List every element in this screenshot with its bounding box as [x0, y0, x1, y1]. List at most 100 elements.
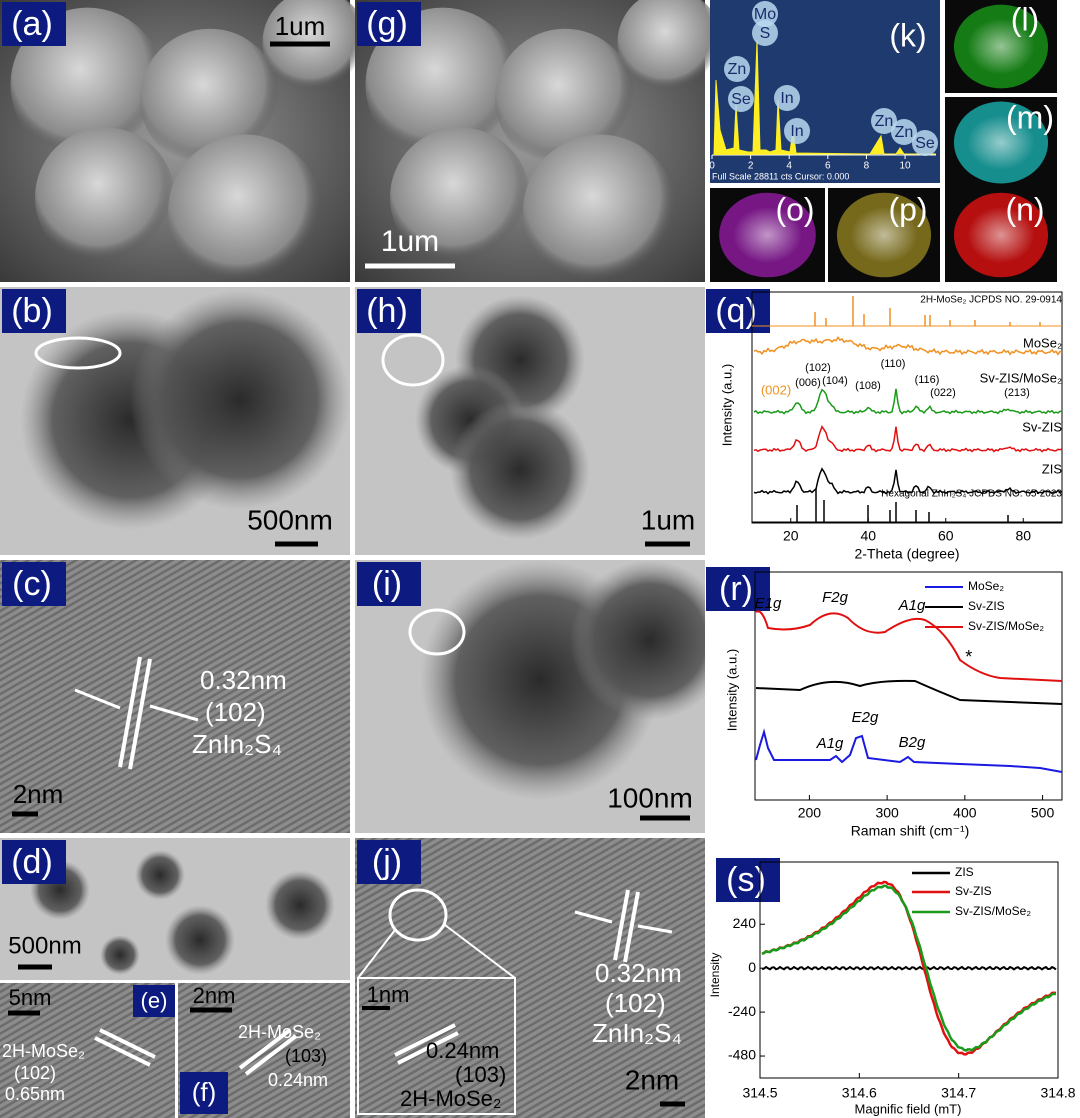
plot-frame [754, 571, 1063, 801]
peak-label: (110) [881, 358, 906, 370]
panel-label: (r) [719, 570, 753, 608]
highlight-circle [408, 608, 466, 656]
scale-bar-label: 1nm [367, 982, 410, 1007]
arrow [74, 688, 121, 710]
panel-label: (a) [11, 5, 53, 43]
y-tick-label: 0 [748, 959, 756, 975]
element-marker [871, 108, 897, 134]
element-marker [891, 119, 917, 145]
element-label: S [760, 25, 771, 42]
annotation: ZnIn₂S₄ [592, 1018, 682, 1048]
label-box [2, 840, 66, 884]
scale-bar-label: 1um [381, 225, 439, 258]
inset-frame [357, 977, 516, 1115]
scale-bar-label: 500nm [8, 932, 81, 959]
curve-label: ZIS [1042, 461, 1063, 476]
panel-label: (q) [715, 292, 757, 330]
eds-map-glow [967, 206, 1035, 264]
lattice-marker [623, 891, 640, 963]
callout [444, 924, 516, 979]
tem-particle [450, 400, 590, 540]
legend-label: Sv-ZIS [955, 884, 992, 898]
sem-flower [390, 127, 530, 268]
annotation: 2H-MoSe₂ [2, 1041, 85, 1061]
panel-label: (g) [366, 5, 408, 43]
element-label: Se [731, 91, 751, 108]
element-label: Se [915, 135, 935, 152]
tem-particle [165, 905, 235, 975]
label-box [706, 567, 770, 611]
x-tick-label: 314.5 [742, 1085, 777, 1101]
annotation: 0.24nm [268, 1070, 328, 1090]
label-box [180, 1072, 228, 1114]
tem-particle [135, 850, 185, 900]
panel-label: (b) [11, 292, 53, 330]
annotation: ZnIn₂S₄ [192, 729, 282, 759]
curve-label: Sv-ZIS [1022, 419, 1062, 434]
panel-label: (l) [1011, 1, 1039, 37]
x-tick-label: 10 [899, 161, 911, 172]
annotation: 2H-MoSe₂ [400, 1086, 501, 1111]
scale-bar-label: 500nm [247, 504, 333, 535]
panel-label: (e) [141, 988, 168, 1013]
label-box [357, 840, 421, 884]
element-marker [774, 85, 800, 111]
label-box [357, 562, 421, 606]
xrd-curve [753, 388, 1063, 415]
highlight-circle [381, 333, 445, 387]
label-box [2, 289, 66, 333]
label-box [357, 2, 421, 46]
annotation: (102) [205, 697, 266, 727]
annotation: 0.65nm [5, 1084, 65, 1104]
plot-frame [759, 861, 1059, 1079]
annotation: 0.24nm [426, 1038, 499, 1063]
panel-label: (m) [1006, 99, 1054, 135]
peak-label: (213) [1004, 387, 1030, 399]
x-axis-label: Magnific field (mT) [855, 1101, 962, 1116]
panel-label: (f) [192, 1077, 217, 1107]
label-box [2, 562, 66, 606]
scale-bar-label: 1um [641, 504, 695, 535]
element-label: Zn [875, 113, 894, 130]
x-tick-label: 500 [1031, 805, 1055, 821]
xrd-curve [753, 467, 1063, 495]
peak-label: (006) [795, 377, 821, 389]
mode-label: B2g [899, 734, 926, 751]
lattice-marker [238, 1028, 292, 1070]
arrow [637, 924, 673, 934]
arrow [149, 704, 199, 722]
y-axis-label: Intensity (a.u.) [719, 364, 734, 446]
panel-label: (n) [1005, 191, 1044, 227]
label-box [357, 289, 421, 333]
annotation: 0.32nm [595, 958, 682, 988]
y-axis-label: Intensity [708, 953, 722, 998]
mode-label: E1g [755, 595, 782, 612]
sem-flower [262, 0, 368, 95]
lattice-marker [244, 1034, 298, 1076]
x-tick-label: 314.6 [842, 1085, 877, 1101]
tem-particle [570, 560, 730, 720]
mode-label: E2g [852, 709, 879, 726]
x-tick-label: 300 [875, 805, 899, 821]
footer: Full Scale 28811 cts Cursor: 0.000 [712, 171, 849, 181]
eds-map-glow [850, 206, 918, 264]
legend-label: Sv-ZIS [968, 599, 1005, 613]
y-tick-label: -480 [728, 1047, 756, 1063]
legend-label: ZIS [955, 865, 974, 879]
scale-bar-label: 100nm [607, 782, 693, 813]
sem-flower [523, 134, 677, 289]
element-label: In [790, 123, 803, 140]
tem-particle [265, 870, 335, 940]
x-tick-label: 20 [783, 528, 799, 544]
xrd-curve [753, 336, 1063, 356]
lattice-marker [99, 1028, 156, 1059]
panel-label: (p) [888, 191, 927, 227]
lattice-marker [94, 1036, 151, 1067]
sem-flower [10, 7, 165, 162]
y-tick-label: -240 [728, 1003, 756, 1019]
spectrum [713, 39, 936, 156]
peak-label: (108) [855, 380, 881, 392]
panel-label: (j) [372, 843, 402, 881]
